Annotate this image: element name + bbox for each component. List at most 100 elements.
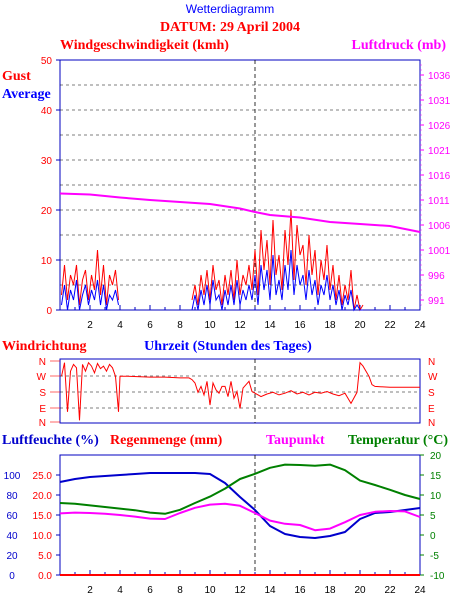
wind-direction-title: Windrichtung — [2, 339, 87, 354]
chart1-ytick-right-label: 991 — [428, 296, 445, 307]
humidity-title: Luftfeuchte (%) — [2, 433, 99, 448]
chart3-temp-tick-label: -5 — [430, 551, 439, 562]
chart3-xtick-label: 24 — [414, 585, 426, 596]
temperature-title: Temperatur (°C) — [348, 433, 448, 448]
chart1-xtick-label: 4 — [117, 320, 123, 331]
chart3-temp-tick-label: 5 — [430, 511, 436, 522]
chart1-xtick-label: 8 — [177, 320, 183, 331]
chart1-xtick-label: 16 — [294, 320, 306, 331]
chart3-xtick-label: 4 — [117, 585, 123, 596]
chart3-xtick-label: 10 — [204, 585, 216, 596]
wind-speed-title: Windgeschwindigkeit (kmh) — [60, 38, 229, 53]
chart3-humidity-tick-label: 20 — [6, 551, 18, 562]
series-taupunkt — [59, 502, 421, 532]
chart2-series — [61, 361, 420, 421]
chart1-ytick-label: 50 — [41, 56, 53, 67]
chart3-rain-tick-label: 5.0 — [38, 551, 52, 562]
chart1-xtick-label: 14 — [264, 320, 276, 331]
chart2-ytick-label-right: W — [428, 372, 438, 383]
chart1-ytick-right-label: 1016 — [428, 171, 451, 182]
chart3-humidity-tick-label: 40 — [6, 531, 18, 542]
chart3-xtick-label: 18 — [324, 585, 336, 596]
date-label: DATUM: 29 April 2004 — [160, 20, 300, 35]
chart1-ytick-right-label: 1021 — [428, 146, 451, 157]
chart2-ytick-label-left: W — [37, 372, 47, 383]
chart1-grid — [60, 60, 420, 310]
chart1-ytick-label: 0 — [46, 306, 52, 317]
legend-gust: Gust — [2, 69, 31, 84]
chart2-ytick-label-left: N — [39, 418, 46, 429]
wind-direction-chart: N NW WS SE EN N — [37, 357, 438, 429]
chart3-rain-tick-label: 15.0 — [33, 511, 53, 522]
chart1-ytick-right-label: 1006 — [428, 221, 451, 232]
chart3-humidity-tick-label: 60 — [6, 511, 18, 522]
chart1-ytick-label: 20 — [41, 206, 53, 217]
chart1-ticks: 0102030405099199610011006101110161021102… — [41, 56, 451, 331]
chart1-xtick-label: 18 — [324, 320, 336, 331]
series-gust — [61, 209, 364, 312]
legend-average: Average — [2, 87, 51, 102]
chart1-ytick-right-label: 1001 — [428, 246, 451, 257]
chart1-xtick-label: 12 — [234, 320, 246, 331]
chart2-ytick-label-right: N — [428, 418, 435, 429]
chart3-xtick-label: 16 — [294, 585, 306, 596]
chart1-xtick-label: 2 — [87, 320, 93, 331]
chart3-xtick-label: 6 — [147, 585, 153, 596]
chart3-rain-tick-label: 25.0 — [33, 471, 53, 482]
chart3-temp-tick-label: 15 — [430, 471, 442, 482]
humidity-temperature-chart: 0 20 40 60 80 100 0.0 5.0 10.0 15.0 20.0 25.0 -10 -5 0… — [4, 451, 445, 596]
dewpoint-title: Taupunkt — [266, 433, 325, 448]
chart3-temp-tick-label: -10 — [430, 571, 445, 582]
rain-title: Regenmenge (mm) — [110, 433, 223, 448]
series-luftdruck — [59, 192, 421, 233]
chart2-ytick-label-right: E — [428, 404, 435, 415]
chart2-ytick-label-left: E — [39, 404, 46, 415]
chart3-temp-tick-label: 20 — [430, 451, 442, 462]
chart3-temp-tick-label: 10 — [430, 491, 442, 502]
diagram-title: Wetterdiagramm — [186, 2, 274, 16]
chart3-series — [59, 463, 421, 576]
chart3-rain-tick-label: 0.0 — [38, 571, 52, 582]
chart1-ytick-label: 10 — [41, 256, 53, 267]
series-temperatur — [59, 463, 421, 515]
chart1-ytick-label: 40 — [41, 106, 53, 117]
chart2-ticks: N NW WS SE EN N — [37, 357, 438, 429]
chart1-series — [59, 192, 421, 312]
chart3-xtick-label: 2 — [87, 585, 93, 596]
chart3-xtick-label: 14 — [264, 585, 276, 596]
chart1-ytick-right-label: 996 — [428, 271, 445, 282]
chart1-xtick-label: 24 — [414, 320, 426, 331]
chart3-rain-tick-label: 20.0 — [33, 491, 53, 502]
chart3-temp-tick-label: 0 — [430, 531, 436, 542]
chart3-xtick-label: 8 — [177, 585, 183, 596]
chart3-rain-tick-label: 10.0 — [33, 531, 53, 542]
chart3-humidity-tick-label: 0 — [9, 571, 15, 582]
chart1-xtick-label: 22 — [384, 320, 396, 331]
chart3-xtick-label: 20 — [354, 585, 366, 596]
series-average — [61, 249, 363, 312]
chart2-ytick-label-right: S — [428, 388, 435, 399]
chart1-ytick-right-label: 1011 — [428, 196, 450, 207]
chart3-humidity-tick-label: 80 — [6, 491, 18, 502]
chart2-ytick-label-right: N — [428, 357, 435, 368]
series-windrichtung — [61, 361, 420, 421]
chart1-ytick-right-label: 1036 — [428, 71, 451, 82]
chart1-xtick-label: 6 — [147, 320, 153, 331]
chart3-xtick-label: 22 — [384, 585, 396, 596]
chart2-ytick-label-left: N — [39, 357, 46, 368]
chart3-humidity-tick-label: 100 — [4, 471, 21, 482]
time-axis-label: Uhrzeit (Stunden des Tages) — [144, 339, 312, 354]
chart2-ytick-label-left: S — [39, 388, 46, 399]
chart1-xtick-label: 20 — [354, 320, 366, 331]
chart3-xtick-label: 12 — [234, 585, 246, 596]
chart1-ytick-right-label: 1026 — [428, 121, 451, 132]
chart2-grid — [60, 359, 420, 423]
chart1-xtick-label: 10 — [204, 320, 216, 331]
pressure-title: Luftdruck (mb) — [351, 38, 446, 53]
chart3-ticks: 0 20 40 60 80 100 0.0 5.0 10.0 15.0 20.0 25.0 -10 -5 0… — [4, 451, 445, 596]
chart2-frame — [59, 358, 421, 424]
wind-pressure-chart: 0102030405099199610011006101110161021102… — [41, 56, 451, 331]
chart1-ytick-label: 30 — [41, 156, 53, 167]
chart1-ytick-right-label: 1031 — [428, 96, 451, 107]
